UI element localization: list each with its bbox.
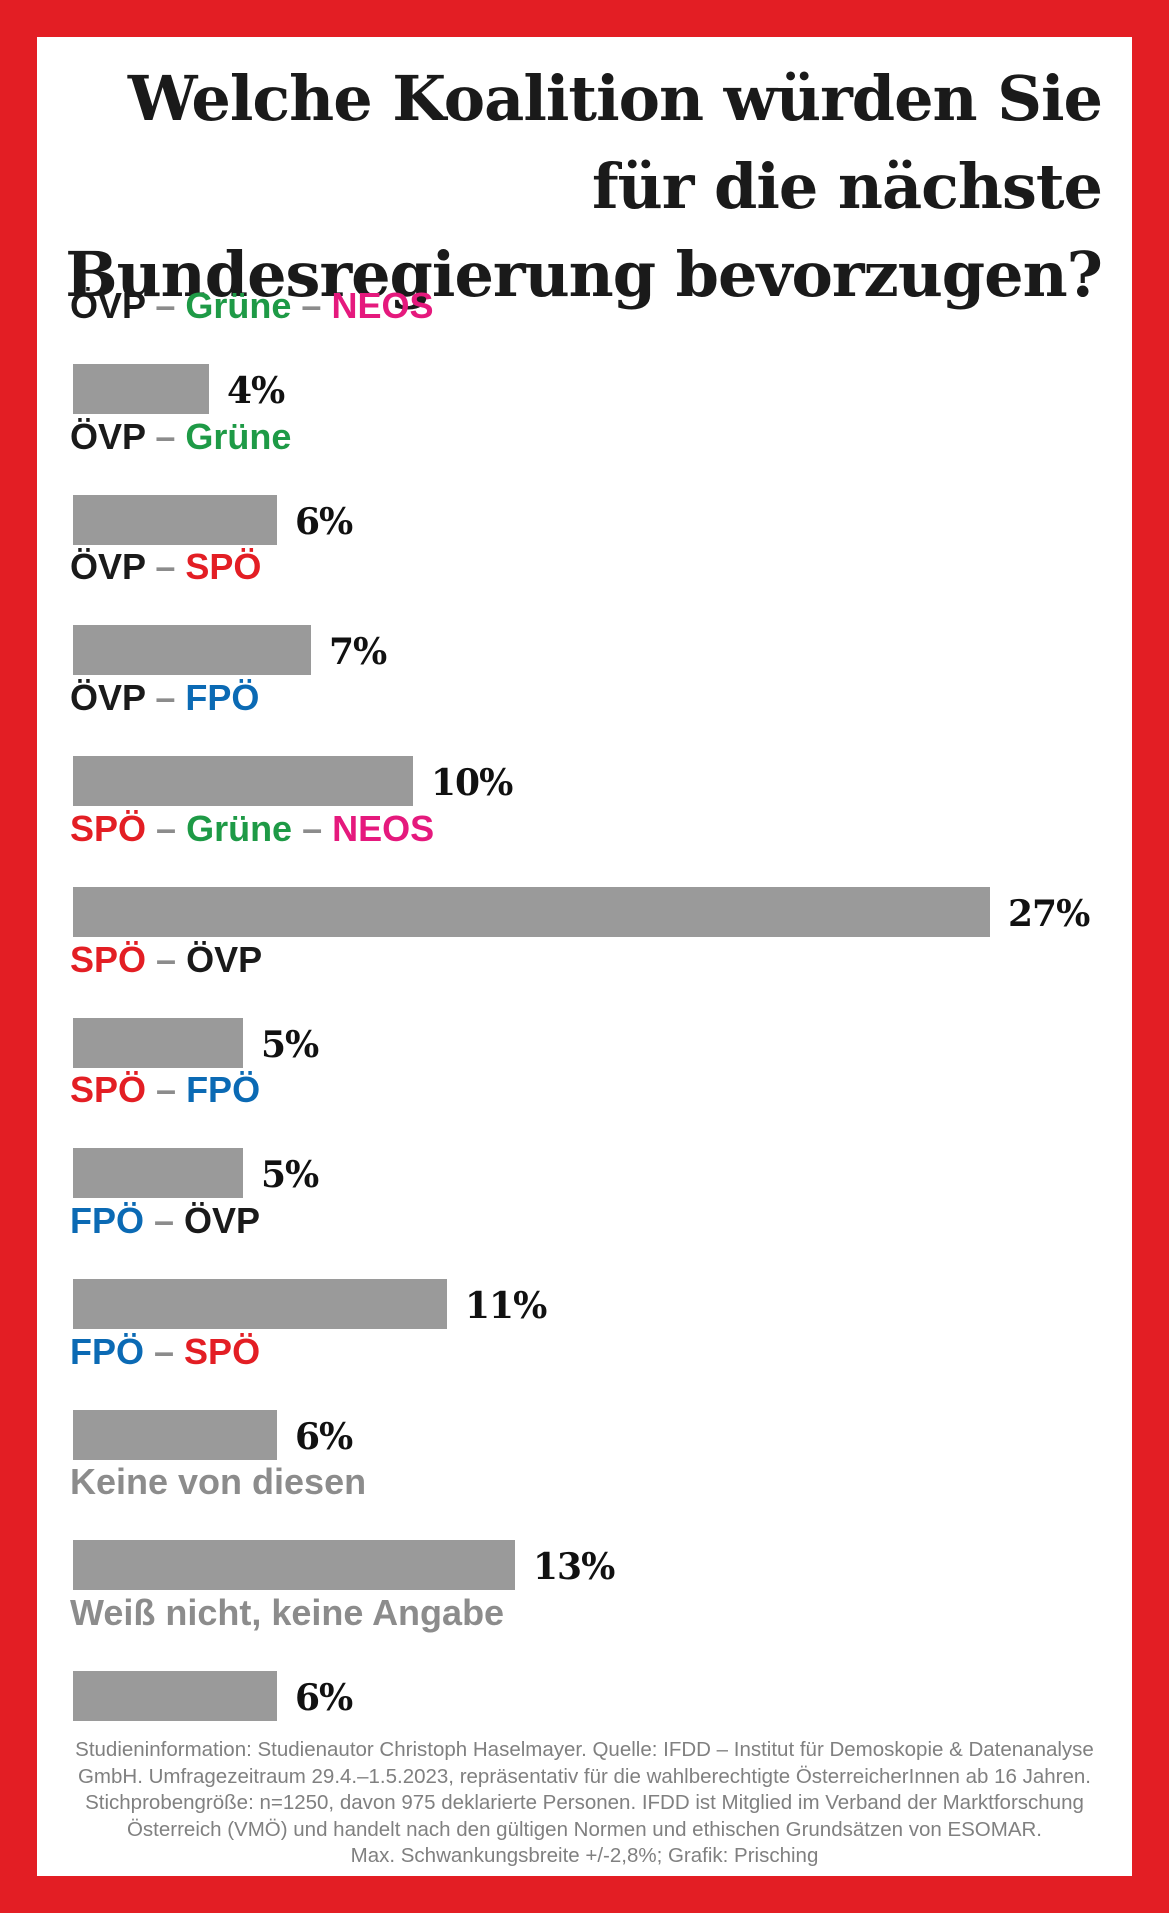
party-name: SPÖ (185, 546, 262, 588)
category-label: SPÖ – ÖVP (70, 938, 262, 982)
category-label: Keine von diesen (70, 1460, 366, 1504)
bar (73, 756, 413, 807)
chart-frame: Welche Koalition würden Sie für die näch… (37, 37, 1132, 1876)
value-label: 5% (261, 1023, 319, 1066)
party-name: FPÖ (70, 1330, 145, 1372)
value-label: 6% (295, 1677, 353, 1719)
study-info-footer: Studieninformation: Studienautor Christo… (37, 1737, 1132, 1870)
footer-line: Studieninformation: Studienautor Christo… (75, 1738, 1094, 1761)
value-label: 13% (533, 1546, 615, 1589)
value-label: 11% (465, 1284, 547, 1327)
label-separator: – (145, 677, 186, 719)
label-separator: – (144, 1199, 185, 1241)
party-name: Grüne (186, 807, 293, 849)
label-separator: – (146, 807, 187, 849)
category-label: SPÖ – FPÖ (70, 1068, 260, 1112)
party-name: ÖVP (70, 677, 146, 719)
party-name: SPÖ (70, 1069, 147, 1111)
party-name: FPÖ (70, 1199, 145, 1241)
value-label: 6% (295, 1415, 353, 1458)
party-name: Weiß nicht, keine Angabe (70, 1592, 505, 1633)
party-name: ÖVP (184, 1199, 261, 1241)
value-label: 27% (1008, 892, 1090, 935)
label-separator: – (292, 807, 333, 849)
party-name: Keine von diesen (70, 1461, 367, 1503)
category-label: ÖVP – Grüne (70, 415, 291, 459)
footer-line: Stichprobengröße: n=1250, davon 975 dekl… (85, 1791, 1084, 1814)
bar (73, 364, 209, 414)
bar (73, 1409, 277, 1460)
label-separator: – (145, 285, 186, 326)
label-separator: – (291, 285, 332, 326)
party-name: FPÖ (186, 1069, 261, 1111)
category-label: Weiß nicht, keine Angabe (70, 1591, 504, 1635)
category-label: ÖVP – SPÖ (70, 545, 261, 589)
party-name: SPÖ (70, 807, 147, 849)
category-label: ÖVP – Grüne – NEOS (70, 284, 433, 328)
party-name: Grüne (185, 285, 292, 326)
party-name: NEOS (332, 807, 435, 849)
value-label: 4% (227, 370, 285, 412)
value-label: 7% (329, 631, 387, 674)
chart-title: Welche Koalition würden Sie für die näch… (65, 62, 1103, 311)
label-separator: – (146, 1069, 187, 1111)
bar (73, 1278, 447, 1329)
label-separator: – (144, 1330, 185, 1372)
party-name: ÖVP (70, 415, 146, 457)
footer-line: GmbH. Umfragezeitraum 29.4.–1.5.2023, re… (77, 1764, 1092, 1788)
bar (73, 1671, 277, 1721)
party-name: SPÖ (184, 1330, 261, 1372)
party-name: SPÖ (70, 938, 147, 980)
footer-line: Österreich (VMÖ) und handelt nach den gü… (126, 1817, 1042, 1841)
value-label: 10% (431, 762, 513, 805)
category-label: FPÖ – SPÖ (70, 1330, 260, 1374)
bar (73, 1017, 243, 1068)
label-separator: – (145, 415, 186, 457)
party-name: ÖVP (70, 285, 146, 326)
label-separator: – (146, 938, 187, 980)
party-name: ÖVP (70, 546, 146, 588)
footer-line: Max. Schwankungsbreite +/-2,8%; Grafik: … (350, 1844, 819, 1867)
party-name: FPÖ (185, 677, 260, 719)
category-label: ÖVP – FPÖ (70, 676, 259, 720)
bar (73, 886, 990, 937)
bar (73, 1540, 515, 1591)
value-label: 6% (295, 500, 353, 543)
label-separator: – (145, 546, 186, 588)
category-label: FPÖ – ÖVP (70, 1199, 260, 1243)
party-name: ÖVP (186, 938, 263, 980)
bar (73, 494, 277, 545)
bar (73, 625, 311, 676)
bar (73, 1148, 243, 1199)
party-name: Grüne (185, 415, 292, 457)
party-name: NEOS (331, 285, 434, 326)
value-label: 5% (261, 1154, 319, 1197)
category-label: SPÖ – Grüne – NEOS (70, 807, 434, 851)
